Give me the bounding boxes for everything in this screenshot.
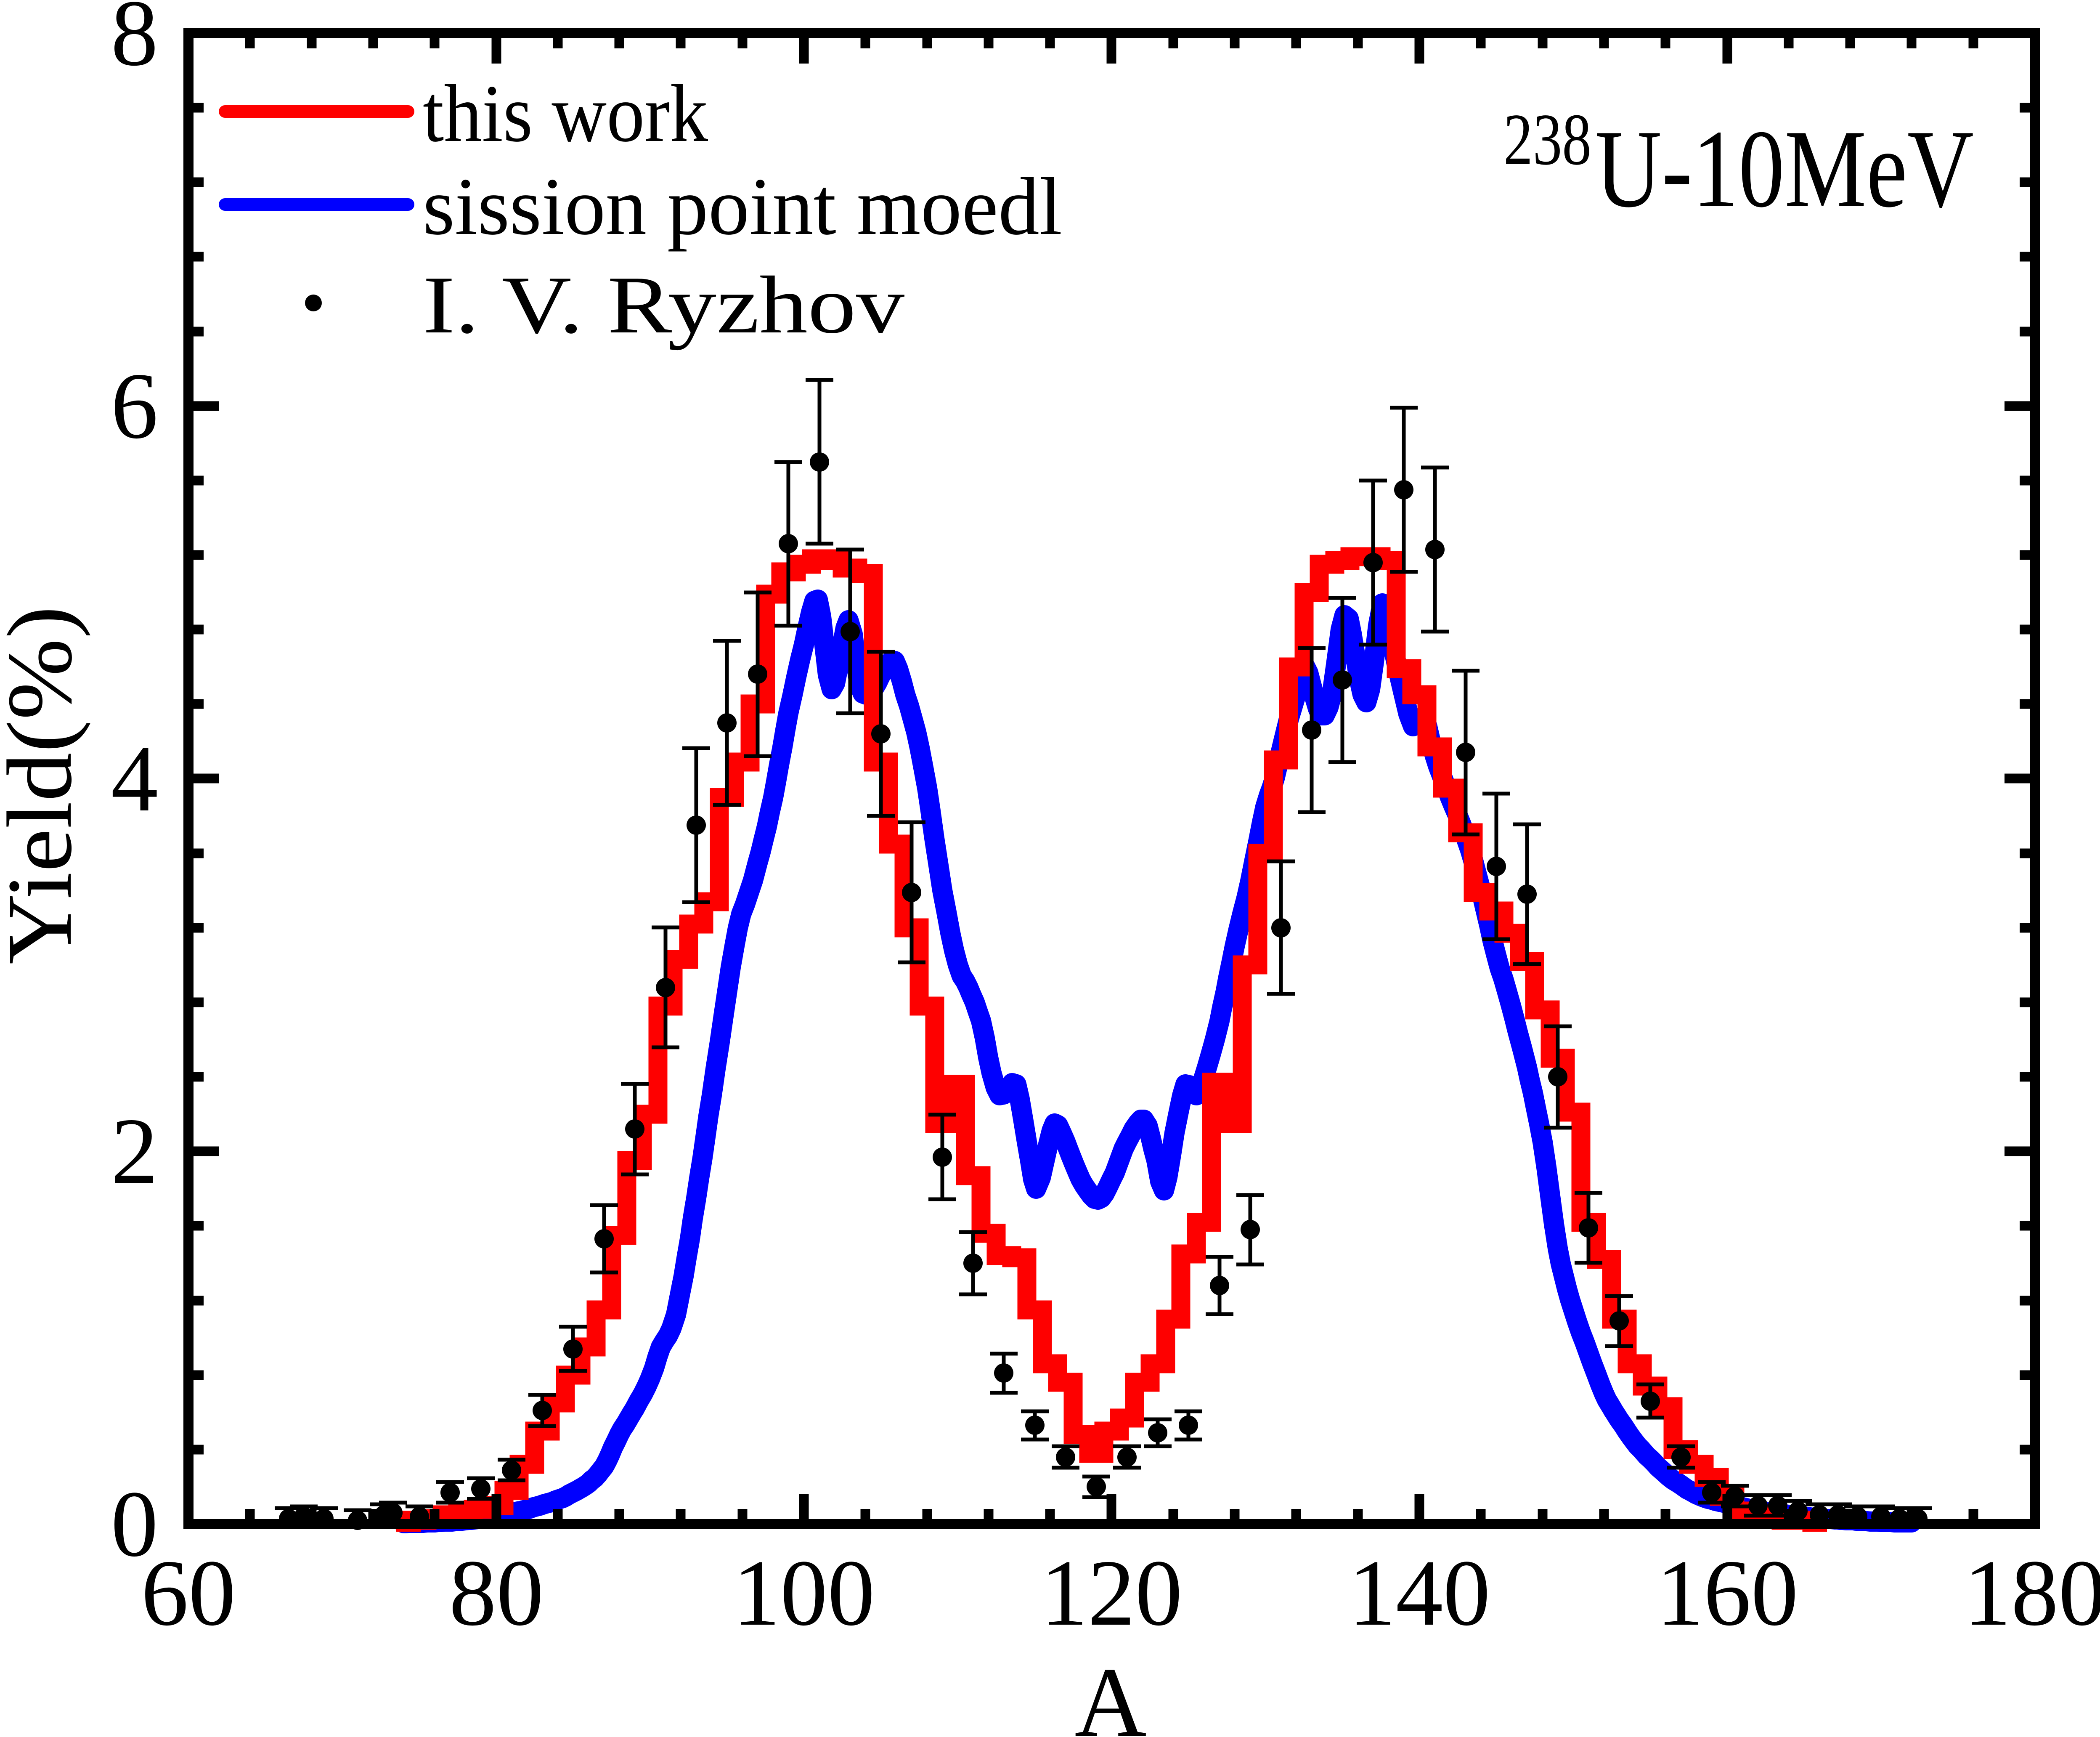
svg-text:sission point moedl: sission point moedl <box>423 161 1062 252</box>
svg-text:160: 160 <box>1656 1540 1798 1645</box>
svg-text:6: 6 <box>111 353 159 458</box>
svg-text:238: 238 <box>1503 98 1591 180</box>
svg-text:Yield(%): Yield(%) <box>0 606 91 964</box>
svg-text:8: 8 <box>111 0 159 85</box>
svg-text:A: A <box>1074 1647 1146 1737</box>
svg-text:U-10MeV: U-10MeV <box>1595 107 1974 231</box>
svg-text:0: 0 <box>111 1471 159 1576</box>
svg-text:2: 2 <box>111 1098 159 1203</box>
svg-text:180: 180 <box>1964 1540 2100 1645</box>
svg-text:80: 80 <box>449 1540 544 1645</box>
svg-text:this work: this work <box>423 68 708 159</box>
svg-text:120: 120 <box>1040 1540 1183 1645</box>
svg-text:100: 100 <box>733 1540 875 1645</box>
svg-text:60: 60 <box>141 1540 236 1645</box>
svg-text:4: 4 <box>111 726 159 831</box>
svg-text:140: 140 <box>1348 1540 1490 1645</box>
svg-text:I. V. Ryzhov: I. V. Ryzhov <box>423 260 905 351</box>
